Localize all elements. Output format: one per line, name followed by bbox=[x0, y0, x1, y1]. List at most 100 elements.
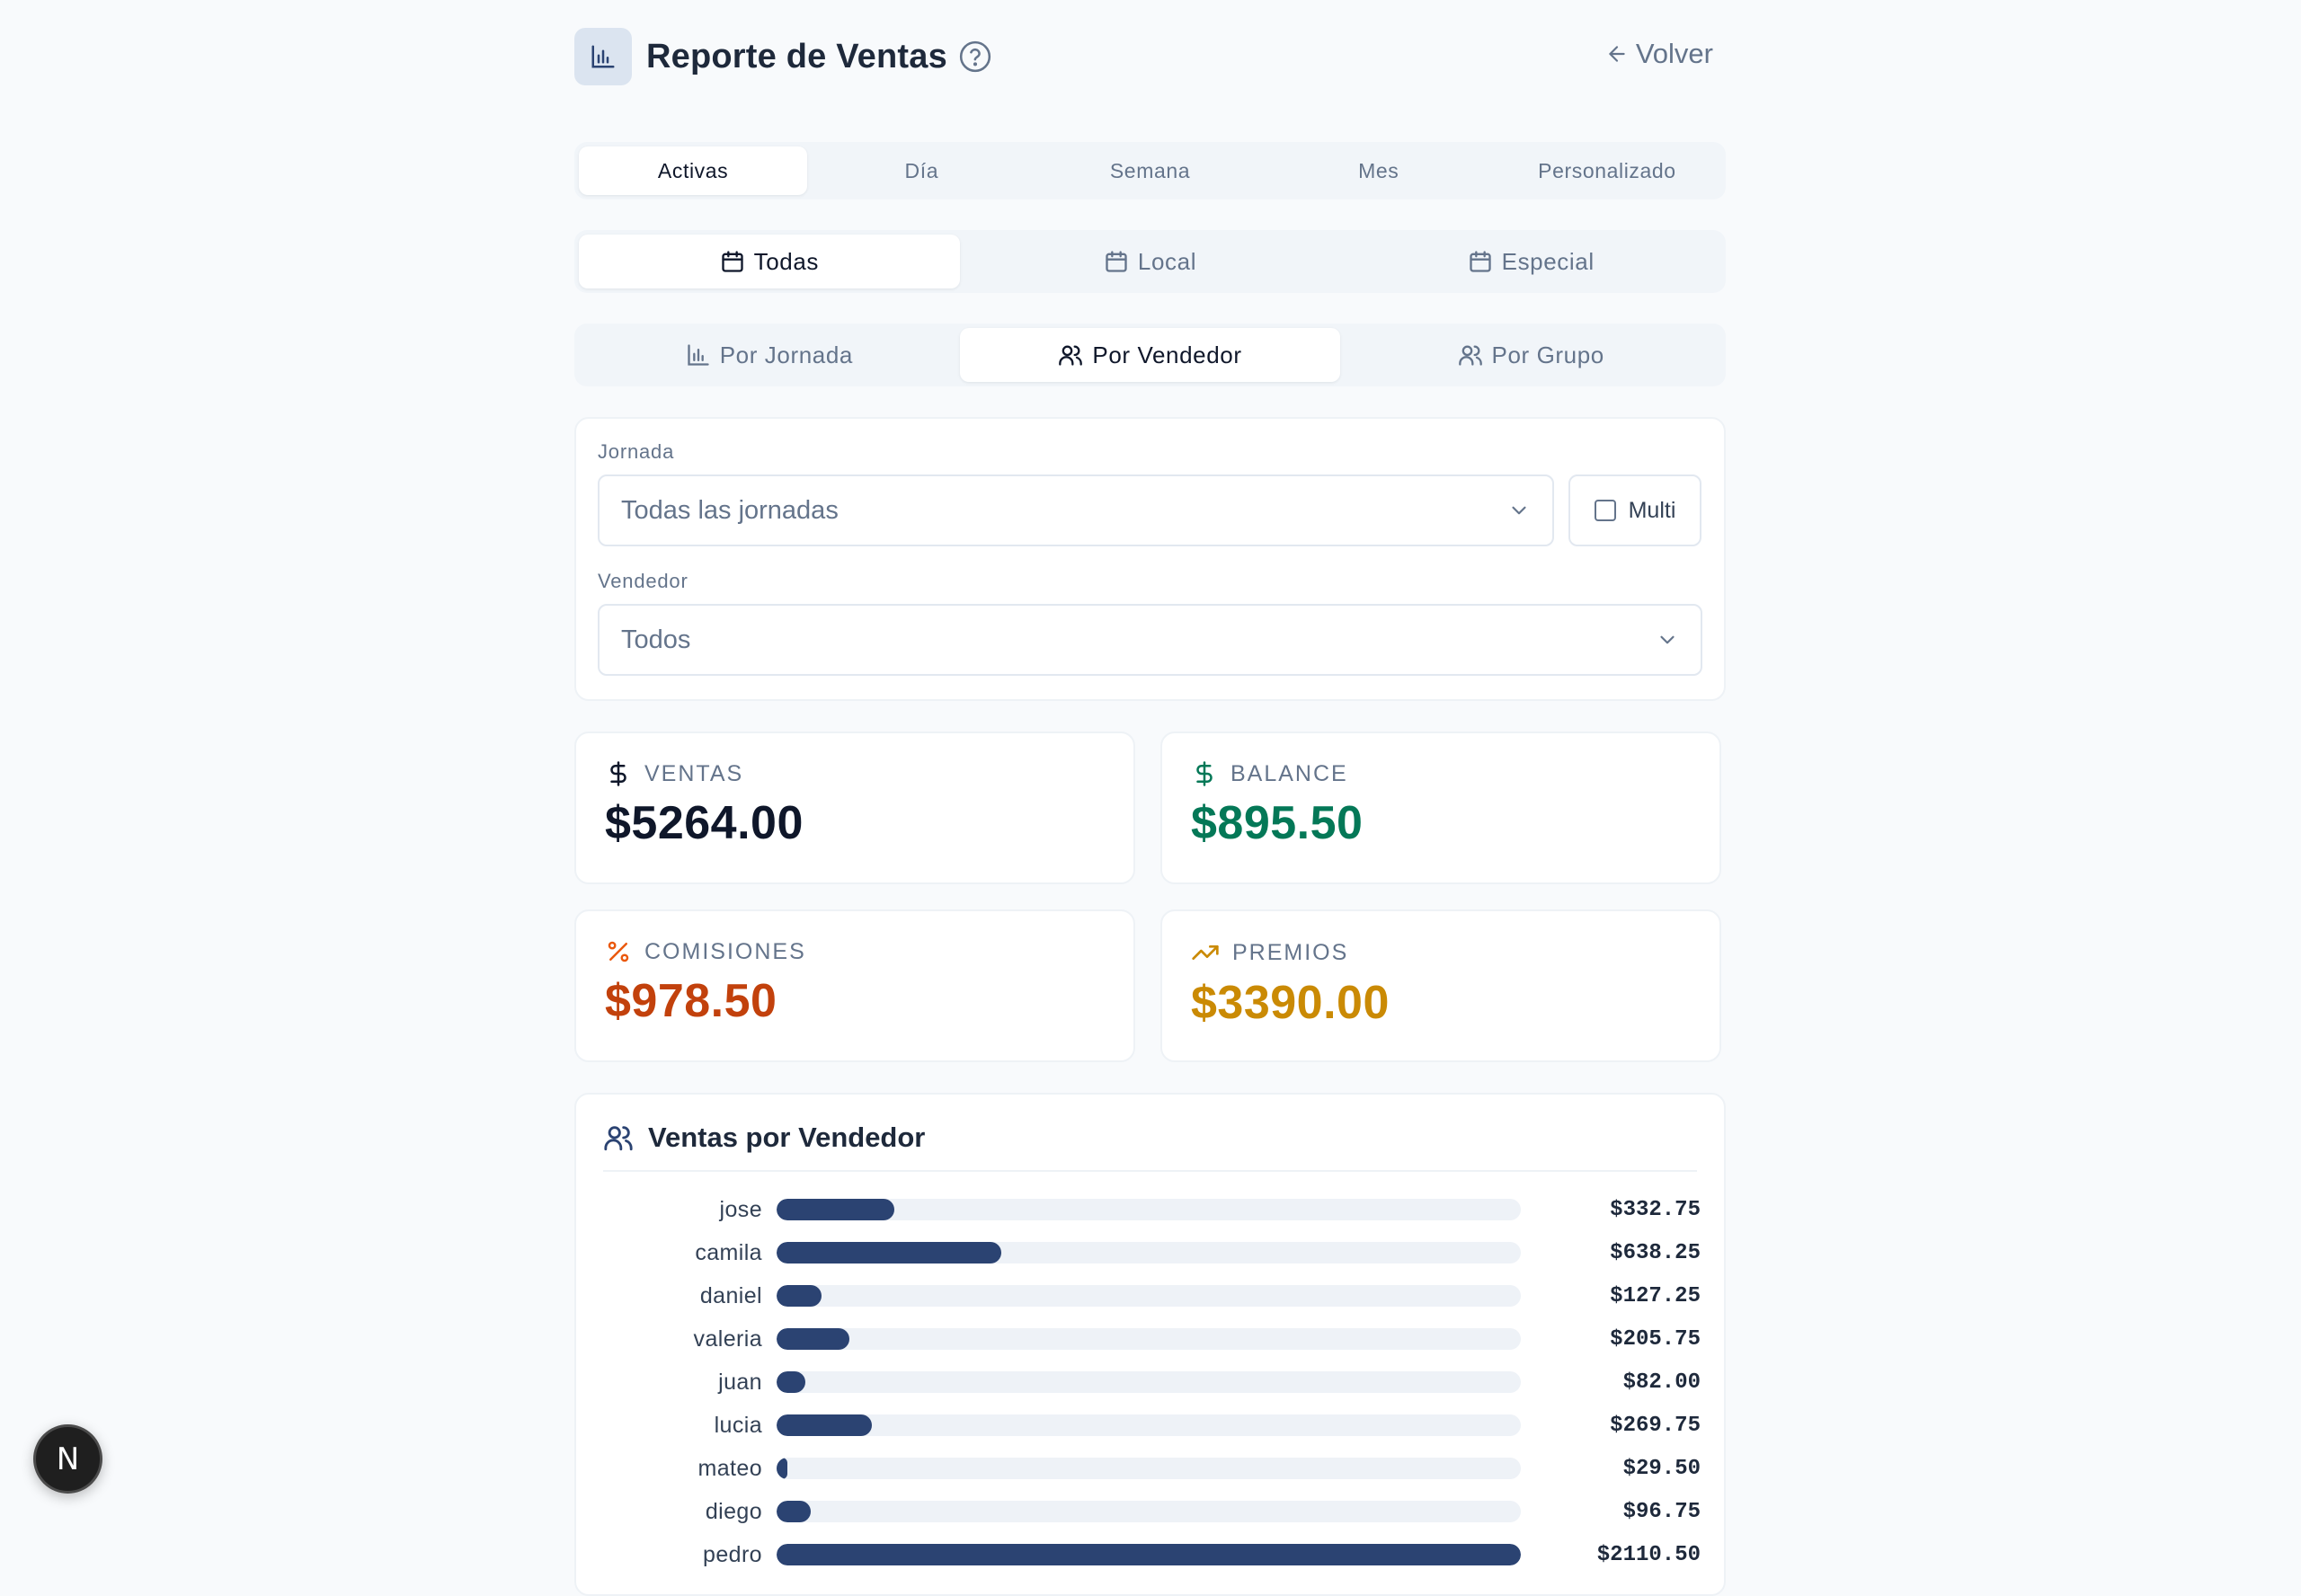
chart-bar-icon bbox=[574, 28, 632, 85]
bar-label: juan bbox=[718, 1369, 762, 1395]
bar bbox=[777, 1242, 1002, 1264]
dev-tools-button[interactable]: N bbox=[33, 1424, 102, 1494]
tab-semana[interactable]: Semana bbox=[1109, 158, 1191, 182]
stat-premios-label: PREMIOS bbox=[1232, 939, 1349, 965]
bar-track bbox=[777, 1544, 1521, 1565]
chevron-down-icon bbox=[1512, 506, 1526, 515]
tab-activas[interactable]: Activas bbox=[579, 146, 808, 195]
stats-grid: VENTAS $5264.00 BALANCE $895.50 COMISION… bbox=[574, 732, 1726, 1062]
users-icon bbox=[604, 1126, 633, 1151]
bar-row: pedro $2110.50 bbox=[603, 1533, 1701, 1576]
tab-por-vendedor[interactable]: Por Vendedor bbox=[959, 328, 1341, 382]
vendedor-select[interactable]: Todos bbox=[598, 604, 1702, 676]
stat-comisiones-label: COMISIONES bbox=[644, 938, 806, 964]
bar-label: jose bbox=[719, 1196, 762, 1222]
tab-por-jornada-label: Por Jornada bbox=[719, 341, 853, 368]
sales-by-seller-card: Ventas por Vendedor jose $332.75 camila $63… bbox=[574, 1093, 1726, 1596]
bar-track bbox=[777, 1458, 1521, 1479]
bar bbox=[777, 1328, 849, 1350]
dev-tools-label: N bbox=[56, 1441, 80, 1477]
filters-card: Jornada Todas las jornadas Multi Vendedo… bbox=[574, 417, 1726, 701]
tab-especial[interactable]: Especial bbox=[1340, 235, 1721, 288]
dollar-icon bbox=[1196, 761, 1213, 786]
bar-row: mateo $29.50 bbox=[603, 1447, 1701, 1490]
chart-bar-icon bbox=[688, 344, 709, 366]
percent-icon bbox=[608, 941, 629, 962]
bar-label: pedro bbox=[703, 1541, 762, 1567]
report-page: Reporte de Ventas Volver Activas Día Sem… bbox=[574, 27, 1726, 1596]
bar bbox=[777, 1414, 872, 1436]
vendedor-select-value: Todos bbox=[621, 625, 691, 654]
tab-por-vendedor-label: Por Vendedor bbox=[1092, 341, 1242, 368]
bar-label: lucia bbox=[714, 1412, 762, 1438]
stat-balance: BALANCE $895.50 bbox=[1160, 732, 1721, 884]
bar-track bbox=[777, 1285, 1521, 1307]
stat-ventas-value: $5264.00 bbox=[605, 797, 804, 849]
bar-track bbox=[777, 1371, 1521, 1393]
bar-label: valeria bbox=[693, 1326, 762, 1352]
stat-premios: PREMIOS $3390.00 bbox=[1160, 909, 1721, 1062]
tab-por-jornada[interactable]: Por Jornada bbox=[579, 328, 960, 382]
bar-label: mateo bbox=[697, 1455, 762, 1481]
multi-toggle[interactable]: Multi bbox=[1568, 474, 1701, 546]
jornada-select[interactable]: Todas las jornadas bbox=[598, 474, 1554, 546]
stat-comisiones: COMISIONES $978.50 bbox=[574, 909, 1135, 1062]
bar bbox=[777, 1285, 822, 1307]
stat-ventas-label: VENTAS bbox=[644, 760, 744, 786]
bar-label: diego bbox=[705, 1498, 762, 1524]
tab-todas-label: Todas bbox=[753, 247, 820, 275]
arrow-left-icon bbox=[1609, 46, 1625, 62]
page-title: Reporte de Ventas bbox=[646, 37, 947, 75]
tab-por-grupo-label: Por Grupo bbox=[1491, 341, 1604, 368]
bar bbox=[777, 1501, 811, 1522]
bar-row: valeria $205.75 bbox=[603, 1317, 1701, 1361]
bar bbox=[777, 1544, 1521, 1565]
tab-local-label: Local bbox=[1137, 247, 1197, 275]
users-icon bbox=[1059, 345, 1083, 366]
bar-row: lucia $269.75 bbox=[603, 1404, 1701, 1447]
bar-value: $2110.50 bbox=[1596, 1542, 1701, 1567]
bar-label: camila bbox=[695, 1239, 762, 1265]
bar-track bbox=[777, 1242, 1521, 1264]
multi-label: Multi bbox=[1628, 497, 1676, 523]
type-tabs: Todas Local Especial bbox=[574, 230, 1726, 293]
bar-row: daniel $127.25 bbox=[603, 1274, 1701, 1317]
bar-value: $638.25 bbox=[1610, 1240, 1701, 1265]
jornada-label: Jornada bbox=[598, 440, 675, 463]
chevron-down-icon bbox=[1660, 635, 1675, 644]
bar-value: $96.75 bbox=[1622, 1499, 1701, 1524]
bar-value: $269.75 bbox=[1610, 1413, 1701, 1438]
bar-value: $29.50 bbox=[1622, 1456, 1701, 1481]
tab-dia[interactable]: Día bbox=[904, 158, 939, 182]
bar-value: $332.75 bbox=[1610, 1197, 1701, 1222]
tab-local[interactable]: Local bbox=[960, 235, 1341, 288]
tab-todas[interactable]: Todas bbox=[579, 235, 960, 288]
stat-ventas: VENTAS $5264.00 bbox=[574, 732, 1135, 884]
calendar-icon bbox=[1469, 251, 1491, 272]
back-label: Volver bbox=[1635, 38, 1713, 69]
bar bbox=[777, 1199, 894, 1220]
bar bbox=[777, 1458, 787, 1479]
bar-value: $205.75 bbox=[1610, 1326, 1701, 1352]
back-button[interactable]: Volver bbox=[1605, 38, 1713, 70]
bar-label: daniel bbox=[699, 1282, 762, 1308]
bar-row: jose $332.75 bbox=[603, 1188, 1701, 1231]
page-header: Reporte de Ventas Volver bbox=[574, 27, 1726, 86]
calendar-icon bbox=[1106, 251, 1127, 272]
tab-personalizado[interactable]: Personalizado bbox=[1538, 158, 1676, 182]
calendar-icon bbox=[721, 251, 743, 272]
help-icon[interactable] bbox=[958, 40, 992, 74]
stat-balance-value: $895.50 bbox=[1191, 797, 1364, 849]
bar-track bbox=[777, 1199, 1521, 1220]
trending-up-icon bbox=[1192, 945, 1219, 960]
stat-premios-value: $3390.00 bbox=[1191, 977, 1390, 1029]
multi-checkbox[interactable] bbox=[1594, 500, 1616, 521]
bar-track bbox=[777, 1328, 1521, 1350]
bar-track bbox=[777, 1501, 1521, 1522]
tab-por-grupo[interactable]: Por Grupo bbox=[1340, 328, 1721, 382]
chart-title: Ventas por Vendedor bbox=[648, 1122, 926, 1153]
bar-row: diego $96.75 bbox=[603, 1490, 1701, 1533]
users-icon bbox=[1458, 345, 1482, 366]
dollar-icon bbox=[610, 761, 626, 786]
tab-mes[interactable]: Mes bbox=[1358, 158, 1399, 182]
